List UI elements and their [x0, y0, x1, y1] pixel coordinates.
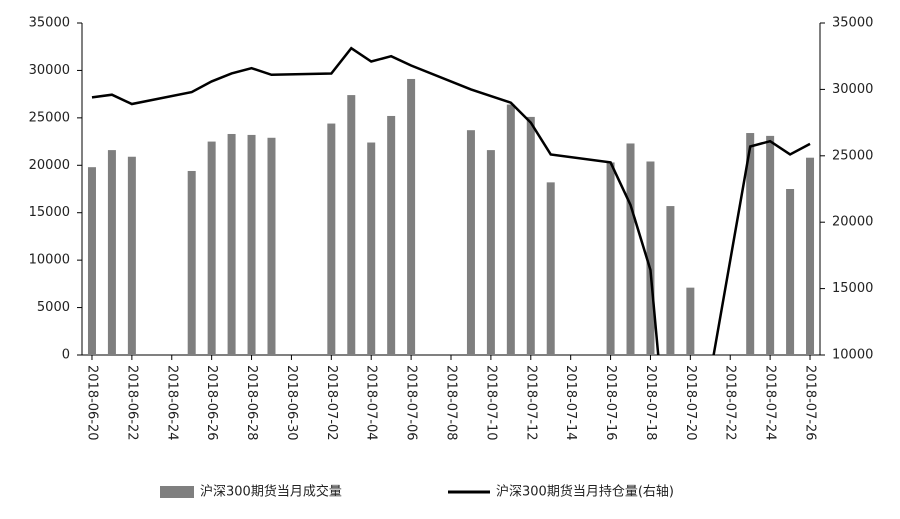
bar [506, 104, 515, 355]
bar [466, 130, 475, 355]
x-tick-label: 2018-07-06 [404, 365, 419, 441]
legend: 沪深300期货当月成交量 沪深300期货当月持仓量(右轴) [160, 484, 674, 500]
bar [666, 206, 675, 355]
y-tick-label: 15000 [29, 205, 70, 220]
bar [646, 161, 655, 355]
bar [127, 156, 136, 355]
bar [686, 287, 695, 355]
x-tick-label: 2018-07-18 [643, 365, 658, 441]
bar [806, 157, 815, 355]
bar [327, 123, 336, 355]
x-tick-label: 2018-07-20 [683, 365, 698, 441]
x-tick-label: 2018-07-26 [803, 365, 818, 441]
y2-tick-label: 25000 [832, 148, 873, 163]
bar [407, 78, 416, 356]
x-tick-label: 2018-06-22 [124, 365, 139, 441]
bar [267, 137, 276, 355]
bar [626, 143, 635, 355]
legend-label: 沪深300期货当月成交量 [200, 484, 342, 500]
bar [387, 115, 396, 356]
y-tick-label: 10000 [29, 253, 70, 268]
bar [227, 133, 236, 355]
bar [486, 150, 495, 355]
x-tick-label: 2018-07-14 [563, 365, 578, 441]
y2-tick-label: 20000 [832, 215, 873, 230]
bar [207, 141, 216, 355]
x-tick-label: 2018-07-04 [364, 365, 379, 441]
line [91, 46, 811, 355]
bar [746, 133, 755, 355]
y2-tick-label: 15000 [832, 281, 873, 296]
x-tick-label: 2018-06-30 [284, 365, 299, 441]
x-tick-label: 2018-06-26 [204, 365, 219, 441]
bar [347, 95, 356, 355]
y2-tick-label: 30000 [832, 82, 873, 97]
x-tick-label: 2018-07-12 [523, 365, 538, 441]
y-tick-label: 0 [62, 348, 70, 363]
y2-tick-label: 10000 [832, 348, 873, 363]
x-tick-label: 2018-07-16 [603, 365, 618, 441]
y2-tick-label: 35000 [832, 16, 873, 31]
y-tick-label: 35000 [29, 16, 70, 31]
y-tick-label: 30000 [29, 63, 70, 78]
x-tick-label: 2018-07-10 [483, 365, 498, 441]
bar [107, 150, 116, 355]
bar [247, 134, 256, 355]
x-tick-label: 2018-07-08 [444, 365, 459, 441]
bar [606, 162, 615, 355]
bar [526, 116, 535, 355]
legend-label: 沪深300期货当月持仓量(右轴) [496, 484, 674, 500]
y-tick-label: 25000 [29, 110, 70, 125]
bar [786, 189, 795, 355]
x-tick-label: 2018-06-24 [164, 365, 179, 441]
y-tick-label: 5000 [37, 300, 70, 315]
bar [187, 170, 196, 355]
bar [546, 182, 555, 355]
legend-swatch [160, 486, 194, 498]
bar [766, 135, 775, 355]
y-tick-label: 20000 [29, 158, 70, 173]
bar [367, 142, 376, 355]
x-tick-label: 2018-07-22 [723, 365, 738, 441]
x-tick-label: 2018-07-02 [324, 365, 339, 441]
bar [87, 167, 96, 355]
x-tick-label: 2018-07-24 [763, 365, 778, 441]
x-tick-label: 2018-06-28 [244, 365, 259, 441]
x-tick-label: 2018-06-20 [84, 365, 99, 441]
